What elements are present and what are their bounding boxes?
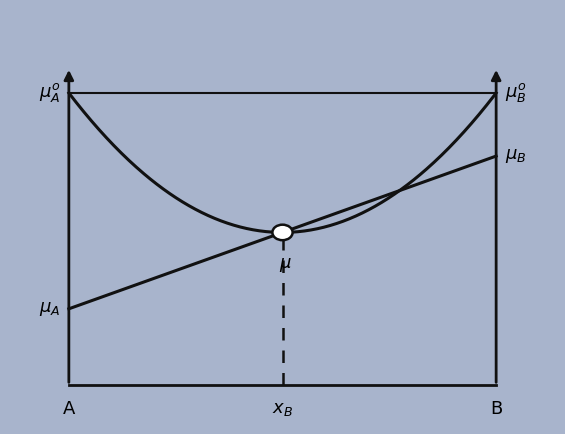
Text: $\mu_A^o$: $\mu_A^o$ <box>39 82 60 105</box>
Circle shape <box>272 225 293 240</box>
Text: $\mu_A$: $\mu_A$ <box>39 300 60 318</box>
Text: B: B <box>490 400 502 418</box>
Text: $\mu_B^o$: $\mu_B^o$ <box>505 82 526 105</box>
Text: $\mu_B$: $\mu_B$ <box>505 147 526 165</box>
Text: $x_B$: $x_B$ <box>272 400 293 418</box>
Text: $\mu$: $\mu$ <box>279 256 292 274</box>
Text: A: A <box>63 400 75 418</box>
